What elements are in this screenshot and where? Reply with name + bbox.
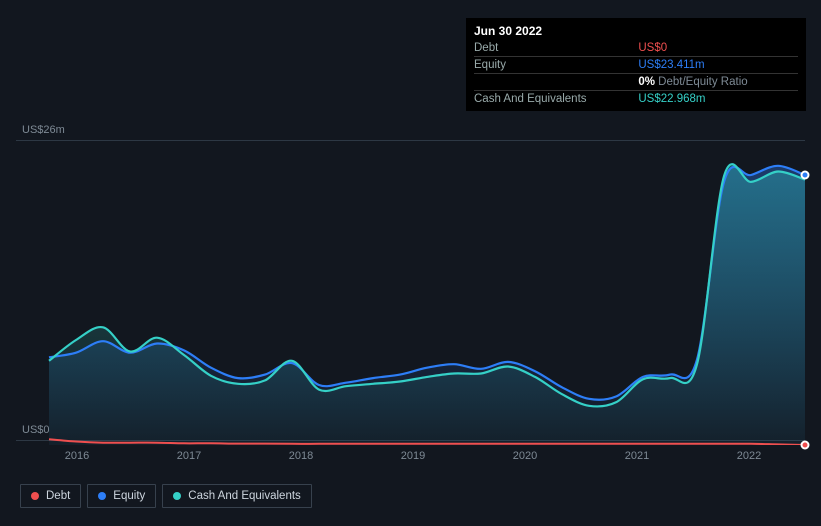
- tooltip-panel: Jun 30 2022 Debt US$0 Equity US$23.411m …: [466, 18, 806, 111]
- legend-label: Equity: [113, 490, 145, 502]
- tooltip-ratio-value: 0% Debt/Equity Ratio: [638, 74, 798, 91]
- y-axis-top-label: US$26m: [22, 124, 65, 136]
- x-axis-label: 2019: [401, 450, 425, 462]
- series-end-marker: [801, 171, 810, 180]
- legend-item-equity[interactable]: Equity: [87, 484, 156, 508]
- x-axis-label: 2022: [737, 450, 761, 462]
- legend-label: Debt: [46, 490, 70, 502]
- tooltip-debt-label: Debt: [474, 40, 638, 57]
- tooltip-cash-label: Cash And Equivalents: [474, 91, 638, 108]
- legend-item-cash[interactable]: Cash And Equivalents: [162, 484, 312, 508]
- x-axis-label: 2020: [513, 450, 537, 462]
- dot-icon: [173, 492, 181, 500]
- gridline-top: [16, 140, 805, 141]
- tooltip-equity-label: Equity: [474, 57, 638, 74]
- legend: Debt Equity Cash And Equivalents: [20, 484, 312, 508]
- tooltip-debt-value: US$0: [638, 40, 798, 57]
- legend-label: Cash And Equivalents: [188, 490, 301, 502]
- tooltip-equity-value: US$23.411m: [638, 57, 798, 74]
- x-axis-label: 2018: [289, 450, 313, 462]
- x-axis-label: 2021: [625, 450, 649, 462]
- x-axis-label: 2016: [65, 450, 89, 462]
- tooltip-date: Jun 30 2022: [474, 24, 798, 38]
- x-axis-labels: 2016 2017 2018 2019 2020 2021 2022: [16, 450, 805, 470]
- series-end-marker: [801, 441, 810, 450]
- area-chart: [16, 145, 805, 445]
- tooltip-ratio-label: [474, 74, 638, 91]
- dot-icon: [98, 492, 106, 500]
- x-axis-label: 2017: [177, 450, 201, 462]
- tooltip-cash-value: US$22.968m: [638, 91, 798, 108]
- legend-item-debt[interactable]: Debt: [20, 484, 81, 508]
- tooltip-table: Debt US$0 Equity US$23.411m 0% Debt/Equi…: [474, 40, 798, 107]
- dot-icon: [31, 492, 39, 500]
